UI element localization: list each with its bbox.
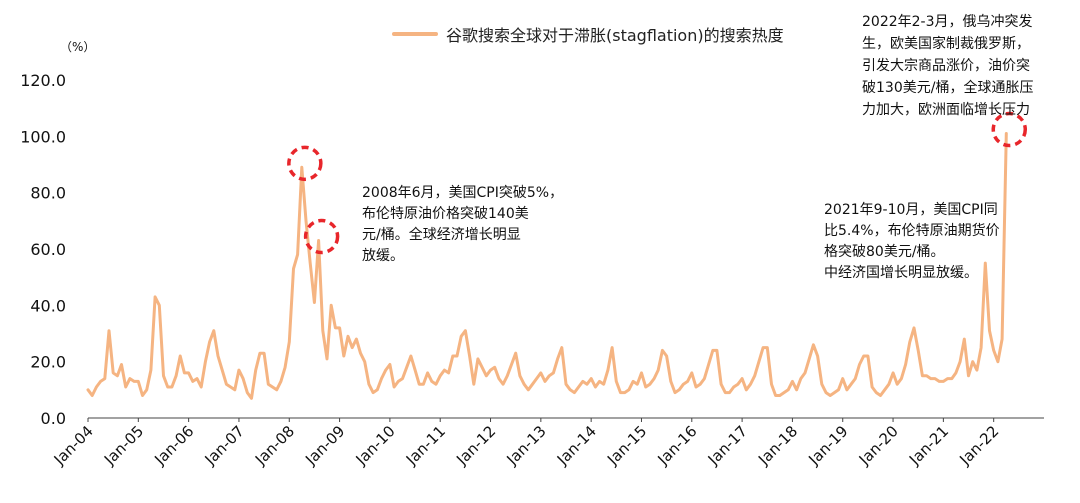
x-tick-label: Jan-16	[654, 422, 701, 469]
legend-swatch	[392, 32, 438, 36]
legend-label: 谷歌搜索全球对于滞胀(stagflation)的搜索热度	[446, 26, 784, 45]
x-tick-label: Jan-19	[804, 422, 851, 469]
x-tick-label: Jan-11	[402, 422, 449, 469]
x-tick-label: Jan-13	[503, 422, 550, 469]
x-tick-label: Jan-22	[955, 422, 1002, 469]
x-tick-label: Jan-21	[905, 422, 952, 469]
x-tick-label: Jan-12	[452, 422, 499, 469]
y-axis-unit: （%）	[60, 40, 96, 54]
x-tick-label: Jan-18	[754, 422, 801, 469]
highlight-circle	[991, 111, 1028, 148]
highlight-circle	[303, 218, 340, 255]
y-tick-label: 80.0	[30, 184, 66, 203]
highlight-circle	[287, 145, 323, 182]
y-tick-label: 0.0	[41, 409, 66, 428]
x-tick-label: Jan-06	[150, 422, 197, 469]
annotation-2021: 2021年9-10月，美国CPI同 比5.4%，布伦特原油期货价 格突破80美元…	[824, 202, 1000, 281]
x-tick-label: Jan-17	[704, 422, 751, 469]
x-tick-label: Jan-14	[553, 422, 600, 469]
annotation-2008: 2008年6月，美国CPI突破5%， 布伦特原油价格突破140美 元/桶。全球经…	[362, 185, 564, 264]
y-tick-label: 20.0	[30, 353, 66, 372]
x-tick-label: Jan-20	[855, 422, 902, 469]
annotation-2022: 2022年2-3月，俄乌冲突发 生，欧美国家制裁俄罗斯， 引发大宗商品涨价，油价…	[862, 14, 1034, 118]
x-tick-label: Jan-08	[251, 422, 298, 469]
legend: 谷歌搜索全球对于滞胀(stagflation)的搜索热度	[392, 22, 784, 46]
y-tick-label: 100.0	[20, 127, 66, 146]
y-tick-label: 40.0	[30, 296, 66, 315]
x-tick-label: Jan-04	[50, 422, 97, 469]
y-tick-label: 120.0	[20, 71, 66, 90]
x-tick-label: Jan-07	[201, 422, 248, 469]
series-line	[86, 132, 1008, 400]
y-tick-label: 60.0	[30, 240, 66, 259]
x-tick-label: Jan-15	[603, 422, 650, 469]
x-tick-label: Jan-09	[301, 422, 348, 469]
x-tick-label: Jan-05	[100, 422, 147, 469]
x-tick-label: Jan-10	[352, 422, 399, 469]
